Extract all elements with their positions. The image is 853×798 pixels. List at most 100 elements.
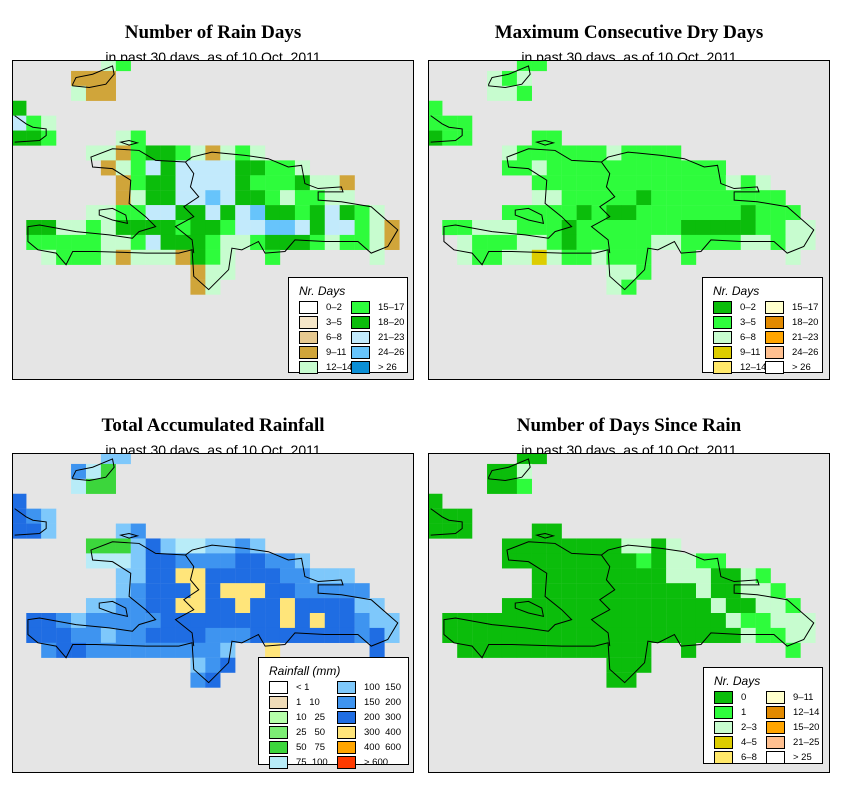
legend-swatch	[766, 691, 785, 704]
grid-cell	[516, 145, 532, 161]
grid-cell	[175, 613, 191, 629]
legend-item: 2–3	[714, 721, 766, 734]
grid-cell	[621, 598, 637, 614]
grid-cell	[561, 249, 577, 265]
grid-cell	[205, 160, 221, 176]
grid-cell	[800, 220, 816, 236]
grid-cell	[606, 220, 622, 236]
grid-cell	[175, 190, 191, 206]
legend-item: 24–26	[351, 346, 411, 359]
grid-cell	[41, 115, 57, 131]
panel-rain-days: Number of Rain Days in past 30 days, as …	[12, 12, 428, 405]
grid-cell	[606, 598, 622, 614]
grid-cell	[606, 553, 622, 569]
grid-cell	[516, 249, 532, 265]
legend-item: 6–8	[714, 751, 766, 764]
grid-cell	[516, 85, 532, 101]
grid-cell	[85, 598, 102, 614]
grid-cell	[770, 220, 786, 236]
grid-cell	[561, 598, 577, 614]
grid-cell	[175, 145, 191, 161]
grid-cell	[115, 61, 131, 72]
legend-swatch	[765, 316, 784, 329]
grid-cell	[369, 613, 385, 629]
map-frame: Nr. Days 0 1 2–3 4–5 6–8 9–11 12–14 15–20 21–25 >…	[428, 453, 830, 773]
grid-cell	[531, 583, 547, 599]
legend-label: 0–2	[326, 302, 342, 313]
legend-item: 15–17	[351, 301, 411, 314]
grid-cell	[294, 598, 311, 614]
grid-cell	[621, 249, 637, 265]
grid-cell	[220, 249, 236, 265]
grid-cell	[190, 642, 206, 658]
grid-cell	[309, 205, 325, 221]
legend-swatch	[714, 721, 733, 734]
grid-cell	[755, 190, 771, 206]
grid-cell	[561, 553, 577, 569]
grid-cell	[516, 642, 532, 658]
grid-cell	[13, 100, 27, 116]
coastline	[430, 115, 463, 143]
grid-cell	[190, 672, 206, 688]
grid-cell	[531, 568, 547, 584]
grid-cell	[100, 538, 116, 554]
legend-label: 1 10	[296, 697, 320, 708]
grid-cell	[636, 538, 652, 554]
grid-cell	[800, 234, 816, 250]
grid-cell	[487, 234, 503, 250]
legend-item: 15–17	[765, 301, 825, 314]
grid-cell	[115, 190, 131, 206]
grid-cell	[516, 478, 532, 494]
grid-cell	[205, 657, 221, 673]
coastline	[14, 508, 47, 536]
grid-cell	[636, 627, 652, 643]
grid-cell	[457, 130, 473, 146]
grid-cell	[725, 627, 741, 643]
grid-cell	[354, 220, 370, 236]
grid-cell	[205, 672, 221, 688]
grid-cell	[265, 205, 281, 221]
grid-cell	[265, 583, 281, 599]
legend-label: > 600	[364, 757, 389, 768]
grid-cell	[725, 220, 741, 236]
grid-cell	[770, 598, 786, 614]
grid-cell	[591, 553, 607, 569]
grid-cell	[130, 613, 146, 629]
grid-cell	[100, 454, 116, 465]
grid-cell	[636, 642, 652, 658]
legend-item: 12–14	[766, 706, 826, 719]
grid-cell	[220, 538, 236, 554]
grid-cell	[369, 234, 385, 250]
legend-swatch	[765, 361, 784, 374]
legend-label: 3–5	[326, 317, 342, 328]
grid-cell	[220, 642, 236, 658]
grid-cell	[130, 642, 146, 658]
grid-cell	[354, 627, 370, 643]
grid-cell	[740, 190, 756, 206]
grid-cell	[369, 642, 385, 658]
grid-cell	[13, 130, 27, 146]
grid-cell	[205, 249, 221, 265]
grid-cell	[160, 220, 176, 236]
grid-cell	[681, 234, 697, 250]
grid-cell	[710, 190, 727, 206]
grid-cell	[324, 583, 340, 599]
grid-cell	[175, 553, 191, 569]
grid-cell	[695, 160, 712, 176]
grid-cell	[220, 220, 236, 236]
grid-cell	[145, 205, 161, 221]
grid-cell	[457, 220, 473, 236]
grid-cell	[130, 234, 146, 250]
grid-cell	[429, 115, 443, 131]
grid-cell	[755, 627, 771, 643]
legend-swatch	[766, 721, 785, 734]
grid-cell	[265, 598, 281, 614]
grid-cell	[695, 234, 712, 250]
grid-cell	[85, 205, 102, 221]
grid-cell	[591, 613, 607, 629]
grid-cell	[175, 249, 191, 265]
legend-swatch	[337, 711, 356, 724]
legend-label: 0	[741, 692, 747, 703]
legend-label: 15–20	[793, 722, 820, 733]
grid-cell	[651, 553, 667, 569]
